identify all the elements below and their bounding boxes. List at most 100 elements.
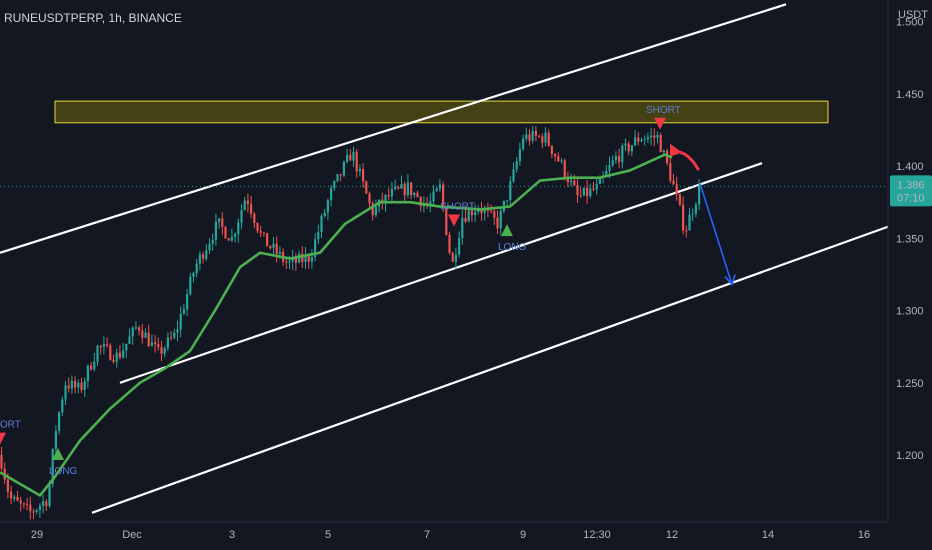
candle-body [387, 194, 390, 197]
y-tick-label: 1.350 [896, 233, 924, 245]
candle-body [122, 350, 125, 358]
y-tick-label: 1.200 [896, 450, 924, 462]
candle-body [570, 180, 573, 183]
candle [304, 246, 307, 269]
candle-body [653, 135, 656, 138]
candle [310, 248, 313, 269]
candle-body [160, 346, 163, 354]
candle [150, 334, 153, 347]
candle [390, 182, 393, 203]
candle [662, 149, 665, 155]
candle-body [630, 145, 633, 152]
candle-body [19, 500, 22, 504]
candle-body [582, 187, 585, 196]
candle [611, 155, 614, 168]
candle [618, 148, 621, 168]
candle [547, 129, 550, 147]
candle-body [246, 200, 249, 205]
candle-body [435, 188, 438, 192]
candle-body [637, 137, 640, 142]
candle-body [173, 332, 176, 338]
candle-body [93, 361, 96, 370]
candle-body [22, 503, 25, 505]
candle-body [205, 250, 208, 259]
candle [186, 289, 189, 316]
candle [534, 125, 537, 142]
candle-body [307, 255, 310, 262]
candle [125, 343, 128, 359]
candle-body [490, 210, 493, 212]
candle-body [170, 337, 173, 339]
candle [614, 151, 617, 165]
candle-body [83, 381, 86, 390]
candle [656, 131, 659, 144]
candle [83, 377, 86, 397]
candle [688, 207, 691, 231]
candle [499, 206, 502, 236]
candle [682, 196, 685, 235]
candle [160, 340, 163, 362]
candle-body [589, 188, 592, 197]
candle-body [48, 484, 51, 507]
candle [397, 185, 400, 190]
x-tick-label: Dec [122, 529, 142, 541]
candle [406, 174, 409, 198]
candle [19, 496, 22, 512]
y-tick-label: 1.250 [896, 378, 924, 390]
candle-body [179, 313, 182, 330]
candle [410, 182, 413, 200]
candle-body [525, 134, 528, 139]
candle [141, 323, 144, 344]
x-tick-label: 14 [762, 529, 774, 541]
candle [240, 204, 243, 230]
candle-body [531, 130, 534, 141]
candle [74, 376, 77, 394]
candle-body [102, 344, 105, 347]
channel-line-lower [91, 215, 917, 514]
x-tick-label: 3 [229, 529, 235, 541]
candle-body [685, 230, 688, 232]
candle [678, 193, 681, 207]
candle [118, 344, 121, 360]
candle-body [598, 178, 601, 184]
candle-body [560, 160, 563, 162]
candle-body [621, 145, 624, 163]
candle-body [134, 327, 137, 329]
candle [387, 187, 390, 200]
candle-body [547, 132, 550, 146]
candle-body [0, 455, 3, 469]
x-tick-label: 12:30 [583, 529, 611, 541]
candle [538, 134, 541, 139]
candle-body [374, 206, 377, 216]
candle-body [534, 130, 537, 136]
candle [208, 238, 211, 254]
candle [189, 272, 192, 296]
candle-body [486, 209, 489, 211]
candle-body [659, 135, 662, 153]
channel-line-middle [119, 162, 763, 384]
candle [365, 180, 368, 195]
candle [67, 377, 70, 393]
candle-body [333, 181, 336, 189]
candle-body [419, 196, 422, 207]
price-badge-countdown: 07:10 [897, 192, 925, 204]
candle [358, 164, 361, 177]
short-signal-marker [448, 214, 460, 227]
candle [400, 175, 403, 189]
candle-body [368, 193, 371, 204]
candle-body [166, 337, 169, 348]
candle [109, 343, 112, 361]
candle [192, 271, 195, 283]
x-tick-label: 16 [858, 529, 870, 541]
candle [256, 222, 259, 234]
candle [416, 190, 419, 198]
candle [643, 135, 646, 146]
candle-body [96, 345, 99, 362]
candle-body [208, 243, 211, 251]
candle [429, 192, 432, 213]
candle [16, 490, 19, 502]
candle [320, 213, 323, 239]
